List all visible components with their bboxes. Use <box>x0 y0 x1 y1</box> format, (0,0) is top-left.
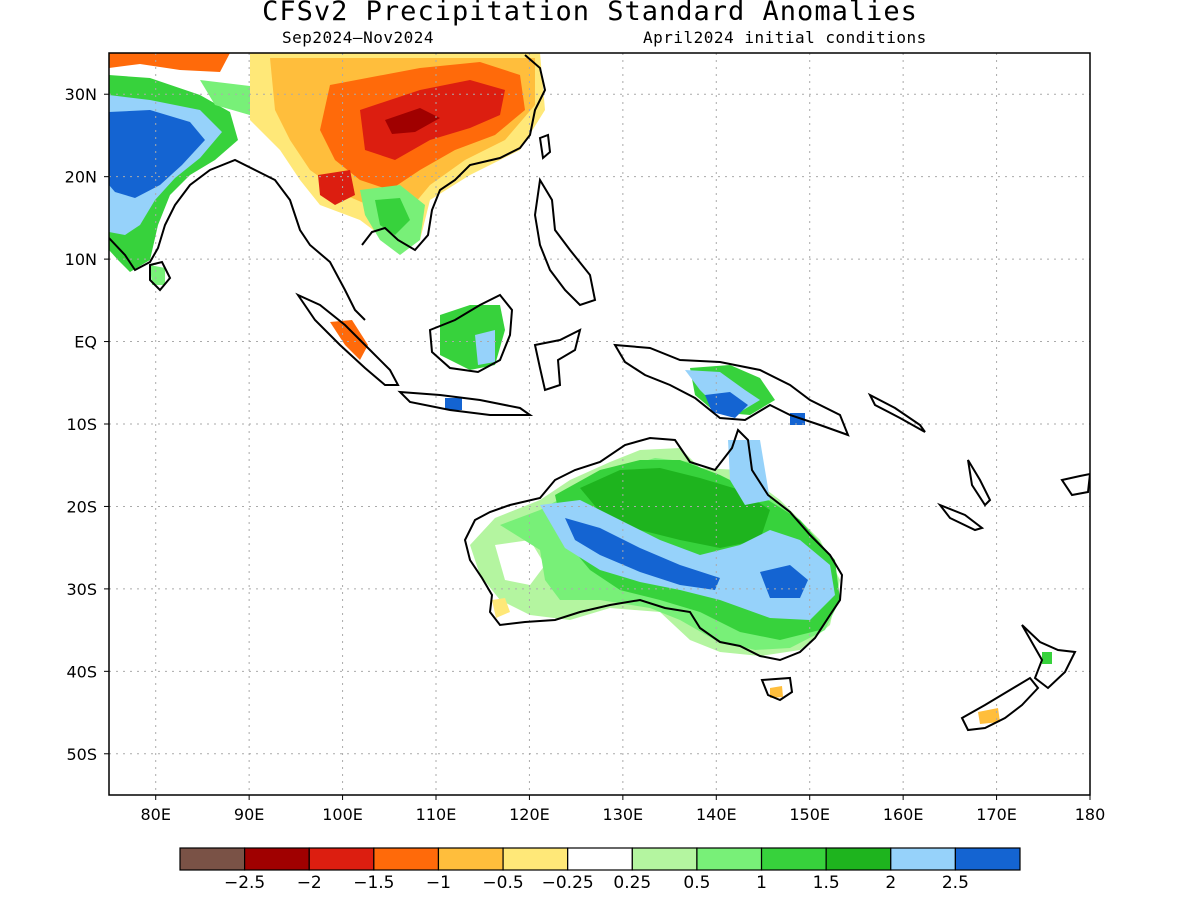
coastline-java <box>397 390 534 416</box>
anomaly-region-australia-blue-east <box>760 565 808 598</box>
anomaly-region-borneo-lightblue <box>475 330 495 365</box>
colorbar <box>179 847 1021 871</box>
coastline-taiwan <box>538 133 552 160</box>
coastline-new-guinea <box>613 343 850 437</box>
lon-tick-label: 110E <box>416 805 457 824</box>
anomaly-region-borneo-green <box>440 305 505 370</box>
colorbar-label: 2 <box>885 873 896 893</box>
coastline-vanuatu <box>967 459 992 507</box>
colorbar-swatch <box>696 847 763 871</box>
coastline-solomons <box>867 392 926 433</box>
lon-tick-label: 180 <box>1075 805 1106 824</box>
anomaly-region-png-blue <box>705 392 748 418</box>
colorbar-swatch <box>954 847 1021 871</box>
colorbar-label: 1 <box>756 873 767 893</box>
anomaly-region-australia-white <box>495 540 545 585</box>
lon-tick-label: 150E <box>789 805 830 824</box>
colorbar-swatch <box>373 847 440 871</box>
lat-tick-label: 10N <box>65 250 97 269</box>
lon-tick-label: 100E <box>322 805 363 824</box>
colorbar-label: 0.5 <box>683 873 710 893</box>
anomaly-region-india-lightgreen <box>150 265 165 285</box>
colorbar-label: −0.5 <box>482 873 523 893</box>
colorbar-swatch <box>825 847 892 871</box>
coastline-new-caledonia <box>936 502 985 532</box>
lon-tick-label: 90E <box>234 805 264 824</box>
coastline-fiji <box>1060 472 1090 497</box>
coastline-sumatra <box>295 292 400 386</box>
anomaly-field <box>109 53 1052 724</box>
colorbar-label: 2.5 <box>942 873 969 893</box>
coastline-philippines <box>533 177 597 307</box>
anomaly-region-australia-yellow <box>492 598 510 618</box>
colorbar-label: −2 <box>297 873 322 893</box>
lon-tick-label: 140E <box>696 805 737 824</box>
colorbar-swatch <box>502 847 569 871</box>
anomaly-region-india-blue <box>109 110 205 198</box>
colorbar-label: 1.5 <box>813 873 840 893</box>
colorbar-swatch <box>631 847 698 871</box>
colorbar-swatch <box>890 847 956 871</box>
colorbar-swatch <box>179 847 246 871</box>
map-title: CFSv2 Precipitation Standard Anomalies <box>262 0 918 27</box>
colorbar-swatch <box>437 847 504 871</box>
coastlines <box>109 54 1090 732</box>
colorbar-label: 0.25 <box>613 873 651 893</box>
longitude-axis: 80E 90E 100E 110E 120E 130E 140E 150E 160E 170E 18… <box>140 795 1105 824</box>
anomaly-region-tasmania-orange <box>770 686 783 698</box>
coastline-nz-south <box>960 676 1040 732</box>
lat-tick-label: 30N <box>65 85 97 104</box>
anomaly-region-australia-lightblue <box>540 500 835 620</box>
lon-tick-label: 130E <box>603 805 644 824</box>
colorbar-swatch <box>760 847 827 871</box>
lon-tick-label: 160E <box>883 805 924 824</box>
lon-tick-label: 120E <box>509 805 550 824</box>
colorbar-swatch <box>244 847 310 871</box>
anomaly-region-indochina-darkgreen <box>375 198 410 235</box>
anomaly-region-cape-york-lightblue <box>728 440 770 505</box>
coastline-asia-mainland <box>109 54 547 321</box>
colorbar-label: −2.5 <box>224 873 265 893</box>
lat-tick-label: 40S <box>66 662 97 681</box>
anomaly-region-himalaya-dry <box>109 53 230 72</box>
anomaly-region-myanmar-red <box>318 170 355 205</box>
coastline-tasmania <box>760 676 794 702</box>
anomaly-region-china-darkred <box>385 108 440 134</box>
colorbar-label: −1 <box>426 873 451 893</box>
lon-tick-label: 170E <box>976 805 1017 824</box>
colorbar-swatch <box>567 847 633 871</box>
lat-tick-label: 50S <box>66 745 97 764</box>
initial-conditions: April2024 initial conditions <box>643 28 927 47</box>
anomaly-region-nz-green <box>1042 652 1052 664</box>
map-grid <box>109 53 1090 795</box>
anomaly-region-australia-green2 <box>580 468 770 548</box>
lat-tick-label: EQ <box>74 333 97 352</box>
coastline-sulawesi <box>533 328 582 392</box>
coastline-borneo <box>428 293 514 374</box>
colorbar-label: −0.25 <box>542 873 594 893</box>
coastline-sri-lanka <box>149 260 172 292</box>
latitude-axis: 30N 20N 10N EQ 10S 20S 30S 40S 50S <box>65 85 109 764</box>
lat-tick-label: 30S <box>66 580 97 599</box>
colorbar-label: −1.5 <box>353 873 394 893</box>
colorbar-labels: −2.5 −2 −1.5 −1 −0.5 −0.25 0.25 0.5 1 1.5 2 2.5 <box>224 873 969 893</box>
lat-tick-label: 20N <box>65 168 97 187</box>
anomaly-region-java-blue <box>445 398 462 410</box>
coastline-australia <box>463 428 844 662</box>
anomaly-region-sumatra-dry <box>330 320 368 360</box>
colorbar-swatch <box>308 847 375 871</box>
lon-tick-label: 80E <box>140 805 170 824</box>
forecast-period: Sep2024–Nov2024 <box>282 28 434 47</box>
lat-tick-label: 10S <box>66 415 97 434</box>
anomaly-region-australia-blue <box>565 518 720 590</box>
lat-tick-label: 20S <box>66 497 97 516</box>
anomaly-region-nz-orange <box>978 708 1000 724</box>
coastline-nz-north <box>1021 624 1077 690</box>
